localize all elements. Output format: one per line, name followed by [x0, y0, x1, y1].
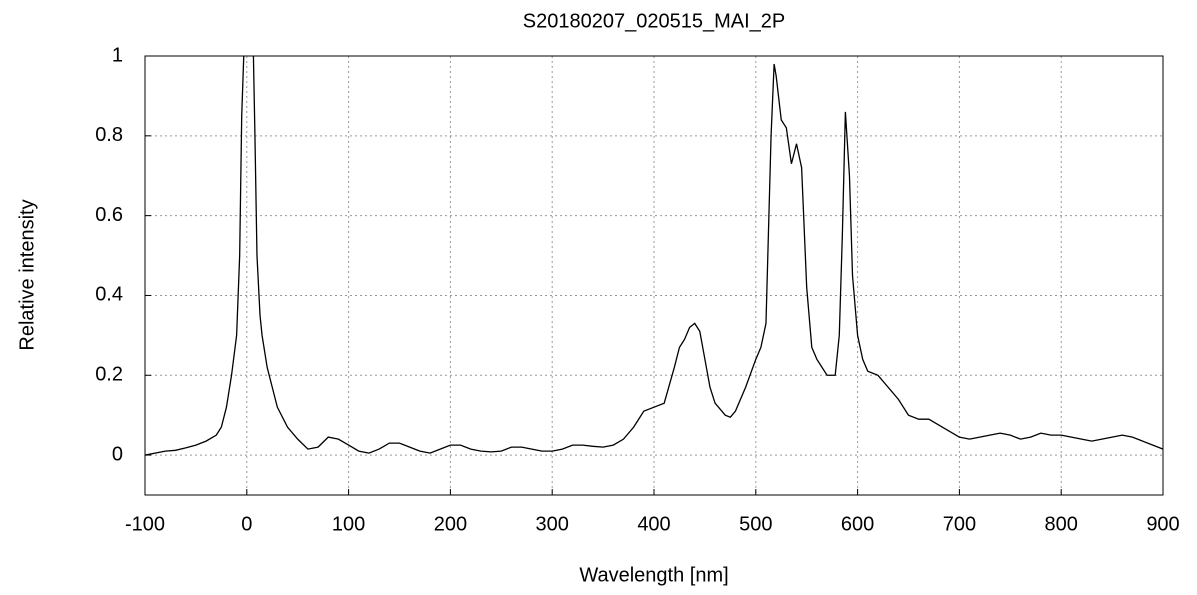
y-tick-label: 0.2 — [95, 364, 123, 386]
x-tick-label: 700 — [943, 513, 976, 535]
grid — [144, 55, 1164, 495]
spectrum-line — [145, 56, 1163, 456]
x-tick-label: 900 — [1146, 513, 1179, 535]
x-tick-label: 100 — [332, 513, 365, 535]
ticks: 0 0.2 0.4 0.6 0.8 1 -100 0 100 200 300 400 500 600 700… — [95, 44, 1180, 535]
chart-title: S20180207_020515_MAI_2P — [523, 10, 785, 32]
x-tick-label: -100 — [125, 513, 165, 535]
x-tick-label: 500 — [739, 513, 772, 535]
x-tick-label: 0 — [241, 513, 252, 535]
x-tick-label: 600 — [841, 513, 874, 535]
y-tick-label: 1 — [112, 44, 123, 66]
y-tick-label: 0 — [112, 443, 123, 465]
y-tick-label: 0.8 — [95, 124, 123, 146]
x-tick-label: 800 — [1045, 513, 1078, 535]
y-tick-label: 0.4 — [95, 284, 123, 306]
plot-area — [145, 56, 1163, 456]
x-tick-label: 400 — [637, 513, 670, 535]
x-axis-label: Wavelength [nm] — [579, 564, 728, 586]
x-tick-label: 200 — [434, 513, 467, 535]
x-tick-label: 300 — [536, 513, 569, 535]
y-axis-label: Relative intensity — [16, 199, 38, 350]
y-tick-label: 0.6 — [95, 204, 123, 226]
